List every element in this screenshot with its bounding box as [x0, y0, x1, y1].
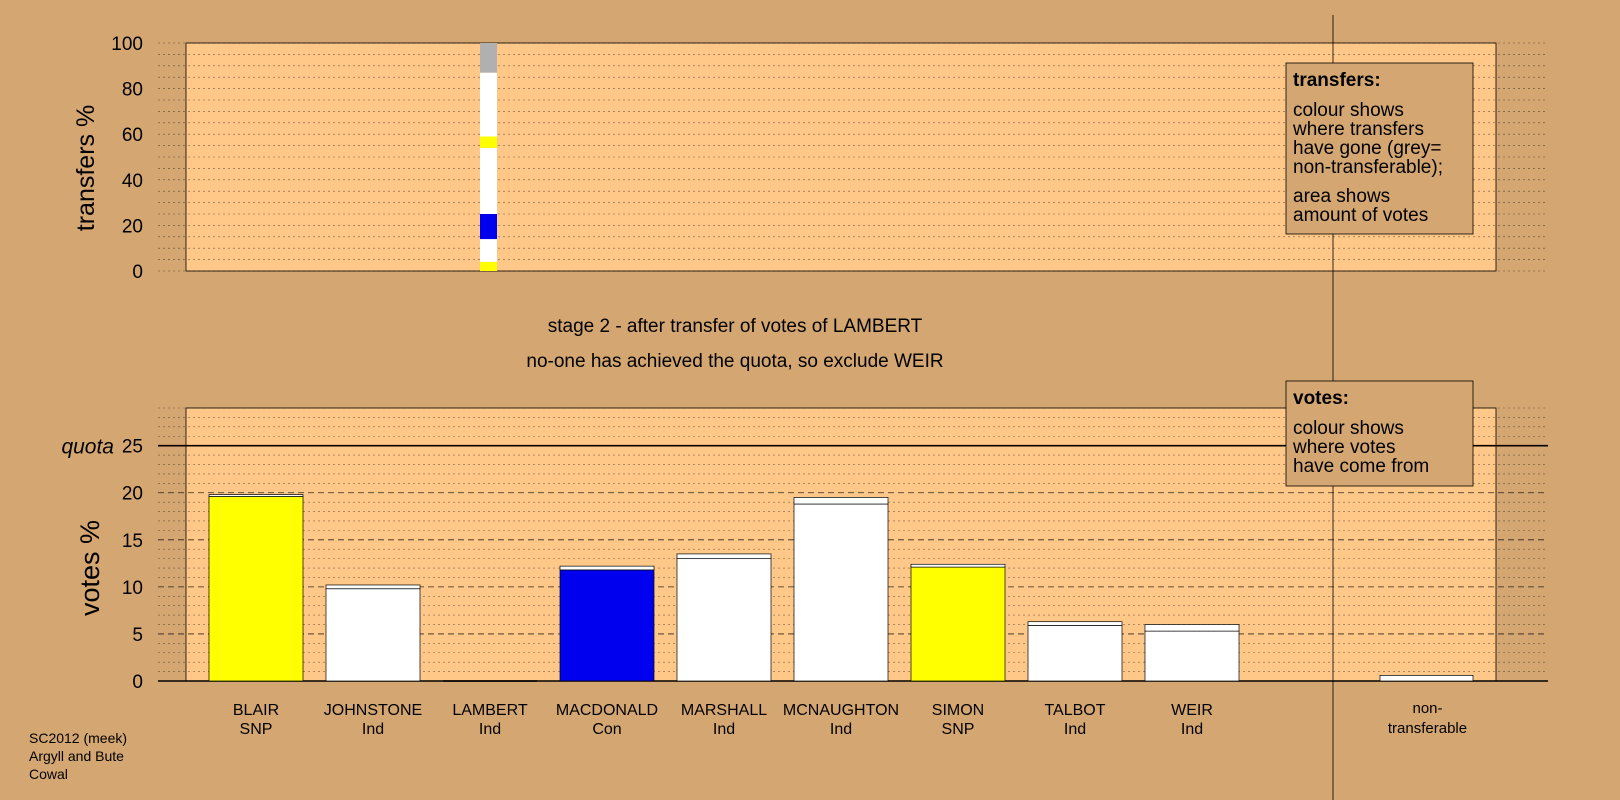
candidate-party: SNP — [942, 721, 975, 738]
transfer-segment — [480, 261, 497, 271]
votes-y-tick: 20 — [122, 484, 143, 505]
votes-y-axis-label: votes % — [75, 520, 105, 616]
votes-y-tick: 10 — [122, 578, 143, 599]
transfers-legend-line: amount of votes — [1293, 205, 1428, 226]
candidate-name: LAMBERT — [452, 702, 528, 719]
candidate-name: TALBOT — [1044, 702, 1105, 719]
votes-legend: votes: colour shows where votes have com… — [1285, 380, 1474, 487]
vote-bar-base — [1027, 625, 1123, 682]
votes-y-ticks: 0 5 10 15 20 25 — [122, 437, 143, 693]
candidate-name: JOHNSTONE — [324, 702, 422, 719]
vote-bar-base — [676, 558, 772, 682]
vote-bar-base — [559, 569, 655, 682]
candidate-party: Ind — [830, 721, 852, 738]
candidate-name: MCNAUGHTON — [783, 702, 899, 719]
votes-y-tick: 25 — [122, 437, 143, 458]
vote-bar-transferred — [1027, 621, 1123, 626]
transfers-y-tick: 60 — [122, 125, 143, 146]
transfers-y-tick: 40 — [122, 171, 143, 192]
votes-legend-line: where votes — [1292, 437, 1395, 458]
candidate-name: MARSHALL — [681, 702, 767, 719]
transfers-legend-line: area shows — [1293, 186, 1390, 207]
transfer-segment — [480, 72, 497, 137]
transfers-y-tick: 80 — [122, 80, 143, 101]
transfers-y-ticks: 0 20 40 60 80 100 — [111, 34, 143, 283]
vote-bar-base — [793, 503, 889, 682]
vote-bar-transferred — [1144, 624, 1240, 632]
nontransferable-bar — [1379, 675, 1474, 682]
votes-legend-line: have come from — [1293, 456, 1429, 477]
candidate-party: Ind — [1064, 721, 1086, 738]
vote-bar-transferred — [559, 565, 655, 571]
votes-bars — [208, 494, 1474, 682]
candidate-party: SNP — [240, 721, 273, 738]
vote-bar-base — [910, 566, 1006, 682]
vote-bar-transferred — [910, 563, 1006, 568]
nontransferable-label: transferable — [1388, 720, 1467, 737]
candidate-party: Con — [592, 721, 621, 738]
candidate-party: Ind — [713, 721, 735, 738]
transfer-segment — [480, 136, 497, 148]
stage-title: stage 2 - after transfer of votes of LAM… — [548, 316, 923, 337]
transfer-segment — [480, 147, 497, 214]
votes-legend-title: votes: — [1293, 388, 1349, 409]
votes-y-tick: 5 — [132, 625, 143, 646]
vote-bar-transferred — [793, 497, 889, 505]
candidate-name: MACDONALD — [556, 702, 658, 719]
transfers-legend-line: where transfers — [1292, 119, 1424, 140]
transfer-segment — [480, 214, 497, 240]
footer-council: Argyll and Bute — [29, 748, 124, 764]
transfer-segment — [480, 239, 497, 262]
transfers-legend-line: non-transferable); — [1293, 157, 1443, 178]
nontransferable-label: non- — [1412, 700, 1442, 717]
candidate-party: Ind — [479, 721, 501, 738]
transfers-y-tick: 100 — [111, 34, 143, 55]
transfers-gridlines — [158, 42, 1548, 272]
footer-method: SC2012 (meek) — [29, 730, 127, 746]
transfers-y-tick: 0 — [132, 262, 143, 283]
votes-legend-line: colour shows — [1293, 418, 1404, 439]
transfers-bar — [480, 43, 497, 271]
candidate-name: BLAIR — [233, 702, 279, 719]
candidate-labels: BLAIR SNP JOHNSTONE Ind LAMBERT Ind MACDONALD C… — [233, 700, 1467, 738]
candidate-name: WEIR — [1171, 702, 1213, 719]
quota-label: quota — [61, 436, 114, 459]
votes-y-tick: 0 — [132, 672, 143, 693]
transfer-segment — [480, 43, 497, 73]
vote-bar-base — [1144, 630, 1240, 682]
footer-ward: Cowal — [29, 766, 68, 782]
vote-bar-transferred — [676, 553, 772, 559]
vote-bar-transferred — [325, 584, 421, 590]
candidate-name: SIMON — [932, 702, 984, 719]
candidate-party: Ind — [362, 721, 384, 738]
vote-bar-transferred — [208, 494, 304, 497]
votes-y-tick: 15 — [122, 531, 143, 552]
stage-subtitle: no-one has achieved the quota, so exclud… — [526, 351, 943, 372]
transfers-y-axis-label: transfers % — [72, 105, 100, 231]
vote-bar-base — [208, 496, 304, 682]
transfers-legend-line: have gone (grey= — [1293, 138, 1441, 159]
vote-bar-base — [325, 588, 421, 682]
transfers-legend: transfers: colour shows where transfers … — [1285, 62, 1474, 235]
candidate-party: Ind — [1181, 721, 1203, 738]
transfers-y-tick: 20 — [122, 216, 143, 237]
transfers-legend-title: transfers: — [1293, 70, 1381, 91]
transfers-legend-line: colour shows — [1293, 100, 1404, 121]
